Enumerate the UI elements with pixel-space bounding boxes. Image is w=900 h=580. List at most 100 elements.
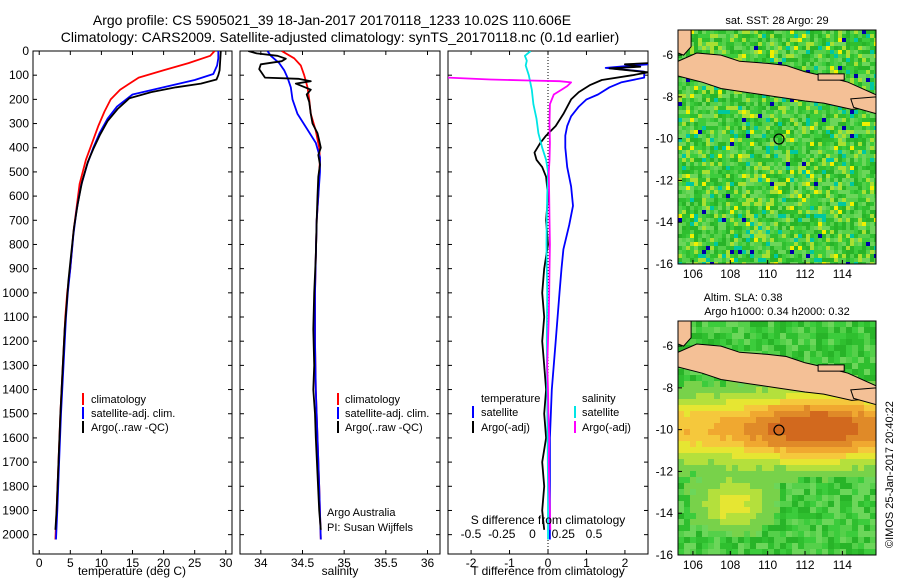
map-cell bbox=[854, 142, 858, 146]
map-cell bbox=[854, 70, 858, 74]
map-cell bbox=[734, 94, 738, 98]
map-cell bbox=[690, 447, 696, 453]
map-cell bbox=[742, 154, 746, 158]
map-cell bbox=[794, 194, 798, 198]
map-cell bbox=[708, 321, 714, 327]
map-cell bbox=[762, 250, 766, 254]
map-cell bbox=[734, 30, 738, 34]
map-cell bbox=[854, 202, 858, 206]
map-cell bbox=[774, 166, 778, 170]
map-cell bbox=[746, 250, 750, 254]
map-cell bbox=[698, 130, 702, 134]
map-cell bbox=[834, 254, 838, 258]
map-cell bbox=[714, 90, 718, 94]
map-cell bbox=[814, 34, 818, 38]
map-cell bbox=[850, 118, 854, 122]
map-cell bbox=[782, 238, 786, 242]
x-tick-label: 35.5 bbox=[374, 556, 398, 570]
map-cell bbox=[734, 110, 738, 114]
map-cell bbox=[842, 110, 846, 114]
map-cell bbox=[802, 130, 806, 134]
map-cell bbox=[742, 174, 746, 178]
map-cell bbox=[746, 134, 750, 138]
map-cell bbox=[854, 146, 858, 150]
map-cell bbox=[786, 525, 792, 531]
map-cell bbox=[794, 122, 798, 126]
map-cell bbox=[822, 345, 828, 351]
map-cell bbox=[798, 543, 804, 549]
map-cell bbox=[758, 138, 762, 142]
map-cell bbox=[738, 106, 742, 110]
map-cell bbox=[826, 262, 830, 264]
map-cell bbox=[806, 178, 810, 182]
map-cell bbox=[798, 50, 802, 54]
map-cell bbox=[846, 54, 850, 58]
map-cell bbox=[684, 495, 690, 501]
map-cell bbox=[798, 190, 802, 194]
map-cell bbox=[698, 254, 702, 258]
map-cell bbox=[774, 222, 778, 226]
map-cell bbox=[834, 327, 840, 333]
map-cell bbox=[826, 126, 830, 130]
map-cell bbox=[738, 90, 742, 94]
map-cell bbox=[750, 459, 756, 465]
map-cell bbox=[866, 62, 870, 66]
map-cell bbox=[702, 182, 706, 186]
map-cell bbox=[702, 246, 706, 250]
series-line-argo-adj bbox=[533, 62, 648, 530]
map-cell bbox=[774, 531, 780, 537]
map-cell bbox=[798, 465, 804, 471]
map-cell bbox=[722, 250, 726, 254]
map-cell bbox=[684, 441, 690, 447]
map-cell bbox=[806, 46, 810, 50]
map-cell bbox=[726, 345, 732, 351]
map-cell bbox=[858, 230, 862, 234]
map-cell bbox=[858, 262, 862, 264]
map-cell bbox=[870, 186, 874, 190]
map-cell bbox=[850, 198, 854, 202]
map-cell bbox=[682, 250, 686, 254]
map-cell bbox=[816, 447, 822, 453]
map-cell bbox=[858, 417, 864, 423]
map-cell bbox=[690, 46, 694, 50]
map-cell bbox=[694, 246, 698, 250]
map-cell bbox=[786, 106, 790, 110]
map-cell bbox=[794, 202, 798, 206]
map-cell bbox=[842, 46, 846, 50]
map-cell bbox=[774, 525, 780, 531]
map-cell bbox=[802, 182, 806, 186]
map-cell bbox=[732, 489, 738, 495]
map-cell bbox=[732, 501, 738, 507]
map-cell bbox=[854, 162, 858, 166]
map-cell bbox=[774, 262, 778, 264]
map-cell bbox=[744, 465, 750, 471]
map-cell bbox=[846, 58, 850, 62]
legend-label-s-argo: Argo(-adj) bbox=[582, 422, 631, 434]
map-cell bbox=[714, 234, 718, 238]
map-cell bbox=[810, 501, 816, 507]
map-cell bbox=[866, 218, 870, 222]
map-cell bbox=[778, 242, 782, 246]
map-cell bbox=[816, 393, 822, 399]
map-cell bbox=[678, 214, 682, 218]
map-cell bbox=[810, 417, 816, 423]
map-cell bbox=[870, 74, 874, 78]
map-cell bbox=[870, 459, 876, 465]
map-cell bbox=[838, 206, 842, 210]
map-cell bbox=[694, 98, 698, 102]
map-cell bbox=[708, 543, 714, 549]
map-cell bbox=[850, 70, 854, 74]
map-x-tick-label: 112 bbox=[795, 267, 814, 281]
map-cell bbox=[786, 242, 790, 246]
map-cell bbox=[722, 202, 726, 206]
map-cell bbox=[708, 495, 714, 501]
map-cell bbox=[706, 102, 710, 106]
map-cell bbox=[798, 262, 802, 264]
map-cell bbox=[690, 489, 696, 495]
map-cell bbox=[810, 513, 816, 519]
map-cell bbox=[780, 447, 786, 453]
map-cell bbox=[840, 465, 846, 471]
map-cell bbox=[754, 98, 758, 102]
map-cell bbox=[806, 250, 810, 254]
map-cell bbox=[858, 441, 864, 447]
